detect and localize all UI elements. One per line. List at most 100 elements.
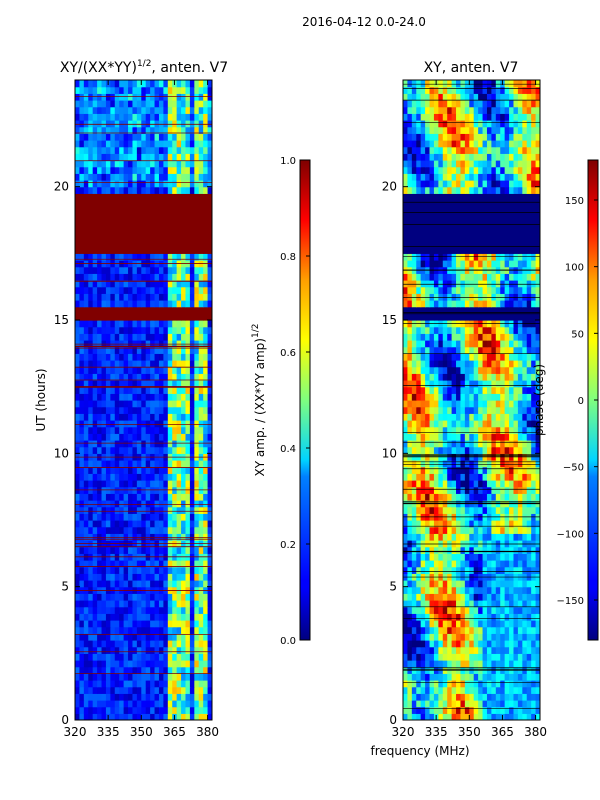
- phase-heatmap-cell: [460, 373, 466, 381]
- amplitude-heatmap-cell: [123, 600, 129, 608]
- phase-heatmap-cell: [411, 326, 417, 334]
- phase-heatmap-cell: [456, 640, 462, 648]
- amplitude-heatmap-cell: [158, 246, 164, 254]
- phase-heatmap-cell: [513, 373, 519, 381]
- amplitude-heatmap-cell: [150, 606, 156, 614]
- amplitude-heatmap-cell: [203, 80, 209, 88]
- amplitude-heatmap-cell: [114, 633, 120, 641]
- amplitude-heatmap-cell: [123, 253, 129, 261]
- phase-heatmap-cell: [495, 706, 501, 714]
- phase-heatmap-cell: [522, 706, 528, 714]
- amplitude-heatmap-cell: [128, 313, 134, 321]
- amplitude-heatmap-cell: [79, 433, 85, 441]
- amplitude-heatmap-cell: [83, 493, 89, 501]
- amplitude-heatmap-cell: [194, 460, 200, 468]
- amplitude-heatmap-cell: [194, 120, 200, 128]
- amplitude-heatmap-cell: [128, 480, 134, 488]
- amplitude-colorbar-ticks: 0.00.20.40.60.81.0: [280, 156, 310, 647]
- phase-heatmap-cell: [509, 313, 515, 321]
- amplitude-heatmap-cell: [92, 246, 98, 254]
- amplitude-heatmap-cell: [203, 646, 209, 654]
- amplitude-heatmap-cell: [176, 480, 182, 488]
- phase-heatmap-cell: [464, 626, 470, 634]
- phase-heatmap-cell: [486, 600, 492, 608]
- amplitude-heatmap-cell: [141, 280, 147, 288]
- amplitude-heatmap-cell: [150, 413, 156, 421]
- phase-heatmap-cell: [509, 540, 515, 548]
- phase-heatmap-cell: [526, 433, 532, 441]
- phase-heatmap-cell: [451, 613, 457, 621]
- amplitude-heatmap-cell: [198, 686, 204, 694]
- phase-heatmap-cell: [420, 400, 426, 408]
- phase-heatmap-cell: [438, 413, 444, 421]
- phase-heatmap-cell: [486, 373, 492, 381]
- amplitude-heatmap-cell: [79, 226, 85, 234]
- phase-heatmap-cell: [438, 566, 444, 574]
- amplitude-heatmap-cell: [198, 693, 204, 701]
- amplitude-heatmap-cell: [128, 513, 134, 521]
- phase-heatmap-cell: [447, 493, 453, 501]
- phase-heatmap-cell: [531, 360, 537, 368]
- amplitude-heatmap-cell: [75, 153, 81, 161]
- amplitude-heatmap-cell: [194, 440, 200, 448]
- phase-heatmap-cell: [509, 553, 515, 561]
- amplitude-heatmap-cell: [132, 506, 138, 514]
- phase-heatmap-cell: [491, 526, 497, 534]
- phase-heatmap-cell: [464, 493, 470, 501]
- amplitude-heatmap-cell: [114, 186, 120, 194]
- amplitude-heatmap-cell: [128, 433, 134, 441]
- phase-heatmap-cell: [491, 613, 497, 621]
- amplitude-heatmap-cell: [92, 653, 98, 661]
- phase-heatmap-cell: [411, 380, 417, 388]
- amplitude-heatmap-cell: [110, 600, 116, 608]
- phase-heatmap-cell: [407, 493, 413, 501]
- phase-heatmap-cell: [407, 546, 413, 554]
- amplitude-heatmap-cell: [119, 300, 125, 308]
- amplitude-heatmap-cell: [158, 346, 164, 354]
- amplitude-heatmap-cell: [141, 333, 147, 341]
- amplitude-heatmap-cell: [198, 373, 204, 381]
- amplitude-heatmap-cell: [167, 246, 173, 254]
- amplitude-heatmap-cell: [114, 613, 120, 621]
- phase-heatmap-cell: [407, 686, 413, 694]
- amplitude-heatmap-cell: [119, 140, 125, 148]
- phase-heatmap-cell: [531, 693, 537, 701]
- amplitude-heatmap-cell: [167, 360, 173, 368]
- phase-heatmap-cell: [473, 546, 479, 554]
- amplitude-heatmap-cell: [83, 86, 89, 94]
- amplitude-heatmap-cell: [167, 80, 173, 88]
- phase-heatmap-cell: [478, 380, 484, 388]
- phase-heatmap-cell: [460, 646, 466, 654]
- amplitude-heatmap-cell: [185, 80, 191, 88]
- phase-heatmap-cell: [478, 700, 484, 708]
- amplitude-heatmap-cell: [141, 680, 147, 688]
- amplitude-heatmap-cell: [154, 306, 160, 314]
- phase-heatmap-cell: [433, 580, 439, 588]
- amplitude-heatmap-cell: [92, 373, 98, 381]
- phase-heatmap-cell: [456, 460, 462, 468]
- amplitude-heatmap-cell: [114, 513, 120, 521]
- phase-heatmap-cell: [469, 600, 475, 608]
- amplitude-heatmap-cell: [88, 700, 94, 708]
- amplitude-heatmap-cell: [158, 646, 164, 654]
- phase-heatmap-cell: [451, 486, 457, 494]
- phase-heatmap-cell: [513, 406, 519, 414]
- phase-heatmap-cell: [526, 620, 532, 628]
- phase-heatmap-cell: [509, 353, 515, 361]
- phase-heatmap-cell: [451, 706, 457, 714]
- amplitude-heatmap-cell: [150, 520, 156, 528]
- amplitude-heatmap-cell: [167, 206, 173, 214]
- phase-heatmap-cell: [460, 366, 466, 374]
- amplitude-heatmap-cell: [198, 306, 204, 314]
- amplitude-heatmap-cell: [97, 400, 103, 408]
- phase-heatmap-cell: [495, 486, 501, 494]
- phase-heatmap-cell: [464, 400, 470, 408]
- phase-heatmap-cell: [403, 400, 409, 408]
- amplitude-heatmap-cell: [145, 160, 151, 168]
- amplitude-heatmap-cell: [83, 120, 89, 128]
- phase-heatmap-cell: [438, 553, 444, 561]
- amplitude-heatmap-title: XY/(XX*YY)1/2, anten. V7: [60, 59, 228, 76]
- amplitude-heatmap-cell: [97, 186, 103, 194]
- amplitude-heatmap-cell: [189, 666, 195, 674]
- amplitude-heatmap-cell: [181, 460, 187, 468]
